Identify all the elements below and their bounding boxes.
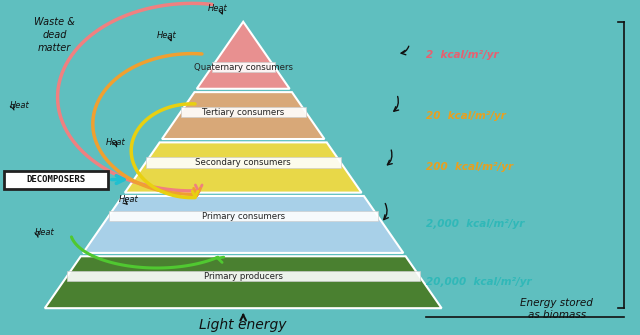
Text: Waste &
dead
matter: Waste & dead matter: [34, 17, 75, 53]
Text: Heat: Heat: [35, 228, 55, 237]
Text: 20,000  kcal/m²/yr: 20,000 kcal/m²/yr: [426, 277, 531, 287]
FancyBboxPatch shape: [67, 271, 420, 281]
Text: Heat: Heat: [106, 138, 125, 147]
Text: Secondary consumers: Secondary consumers: [195, 158, 291, 167]
Text: DECOMPOSERS: DECOMPOSERS: [26, 175, 86, 184]
Polygon shape: [83, 196, 403, 253]
Text: Energy stored
as biomass: Energy stored as biomass: [520, 298, 593, 320]
Text: Tertiary consumers: Tertiary consumers: [202, 108, 284, 117]
Polygon shape: [162, 92, 324, 139]
FancyBboxPatch shape: [180, 107, 306, 117]
Text: Heat: Heat: [10, 101, 29, 110]
Text: Quaternary consumers: Quaternary consumers: [194, 63, 292, 71]
FancyBboxPatch shape: [146, 157, 340, 168]
Text: Heat: Heat: [208, 4, 228, 13]
FancyBboxPatch shape: [109, 211, 378, 221]
Text: Primary consumers: Primary consumers: [202, 212, 285, 220]
Polygon shape: [45, 256, 442, 308]
FancyBboxPatch shape: [4, 171, 108, 189]
FancyBboxPatch shape: [212, 62, 275, 72]
Text: Heat: Heat: [118, 195, 138, 204]
Polygon shape: [125, 142, 362, 193]
Text: Primary producers: Primary producers: [204, 272, 283, 281]
Text: 200  kcal/m²/yr: 200 kcal/m²/yr: [426, 162, 513, 173]
Text: 2  kcal/m²/yr: 2 kcal/m²/yr: [426, 50, 498, 60]
Text: 20  kcal/m²/yr: 20 kcal/m²/yr: [426, 111, 506, 121]
Text: Light energy: Light energy: [200, 318, 287, 332]
Text: Heat: Heat: [157, 31, 177, 40]
Text: 2,000  kcal/m²/yr: 2,000 kcal/m²/yr: [426, 219, 524, 229]
Polygon shape: [196, 22, 290, 89]
